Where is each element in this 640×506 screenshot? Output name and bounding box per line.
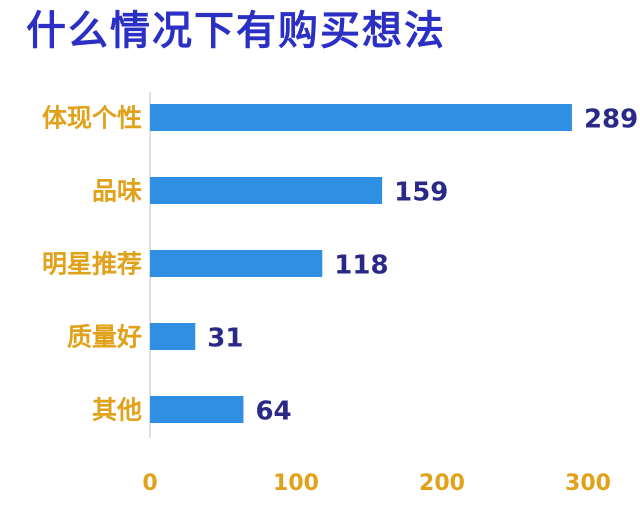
x-tick-label: 100 bbox=[273, 471, 319, 496]
category-label: 明星推荐 bbox=[42, 250, 142, 279]
x-tick-label: 300 bbox=[565, 471, 611, 496]
data-label: 31 bbox=[207, 324, 243, 354]
chart-title: 什么情况下有购买想法 bbox=[26, 8, 446, 54]
x-tick-label: 200 bbox=[419, 471, 465, 496]
category-label: 体现个性 bbox=[42, 104, 142, 133]
bar bbox=[150, 323, 196, 350]
x-tick-label: 0 bbox=[142, 471, 157, 496]
bar bbox=[150, 104, 572, 131]
data-label: 118 bbox=[334, 251, 388, 281]
bar bbox=[150, 177, 383, 204]
data-label: 64 bbox=[255, 397, 291, 427]
bar bbox=[150, 396, 244, 423]
data-label: 289 bbox=[584, 105, 638, 135]
bar bbox=[150, 250, 323, 277]
category-label: 其他 bbox=[92, 396, 142, 425]
category-label: 质量好 bbox=[67, 323, 142, 352]
category-label: 品味 bbox=[92, 177, 142, 206]
data-label: 159 bbox=[394, 178, 448, 208]
